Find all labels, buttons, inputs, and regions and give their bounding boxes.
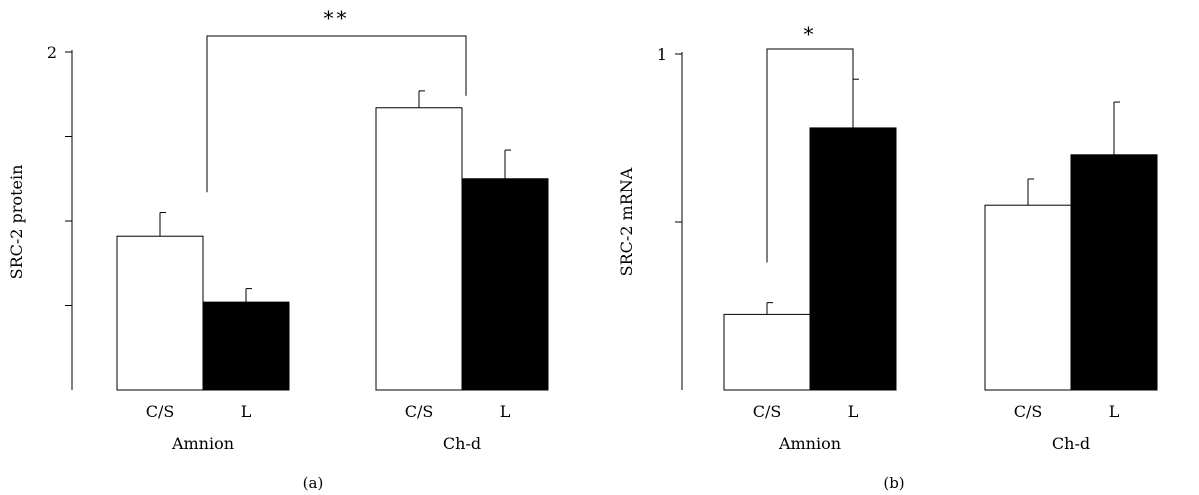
bar-amnion-cs — [116, 235, 204, 391]
x-category-label: C/S — [1014, 402, 1043, 421]
panel-label: (a) — [303, 474, 324, 492]
x-group-label: Amnion — [171, 434, 234, 453]
bar-chd-l — [1070, 154, 1158, 391]
panel-a-chart: 2 SRC-2 protein C/S L Amnion C/S L Ch-d ** (a) — [7, 6, 549, 492]
panel-label: (b) — [883, 474, 904, 492]
y-axis-label: SRC-2 protein — [7, 165, 26, 280]
y-tick-label: 2 — [47, 43, 57, 62]
x-group-label: Ch-d — [443, 434, 481, 453]
x-category-label: L — [500, 402, 511, 421]
panel-b-chart: 1 SRC-2 mRNA C/S L Amnion C/S L Ch-d * (b) — [617, 22, 1158, 492]
x-category-label: L — [241, 402, 252, 421]
significance-bracket — [206, 35, 467, 193]
bar-chd-cs — [984, 204, 1072, 391]
bar-amnion-l — [809, 127, 897, 391]
bar-chd-cs — [375, 107, 463, 391]
x-group-label: Ch-d — [1052, 434, 1090, 453]
x-category-label: C/S — [405, 402, 434, 421]
x-category-label: C/S — [146, 402, 175, 421]
significance-bracket — [766, 48, 854, 263]
bar-amnion-l — [202, 301, 290, 391]
x-group-label: Amnion — [778, 434, 841, 453]
bar-chd-l — [461, 178, 549, 391]
bar-amnion-cs — [723, 313, 811, 391]
significance-marker: * — [804, 22, 817, 46]
x-category-label: L — [848, 402, 859, 421]
x-category-label: C/S — [753, 402, 782, 421]
y-axis-label: SRC-2 mRNA — [617, 167, 636, 276]
y-tick-label: 1 — [657, 45, 667, 64]
x-category-label: L — [1109, 402, 1120, 421]
significance-marker: ** — [324, 6, 350, 30]
